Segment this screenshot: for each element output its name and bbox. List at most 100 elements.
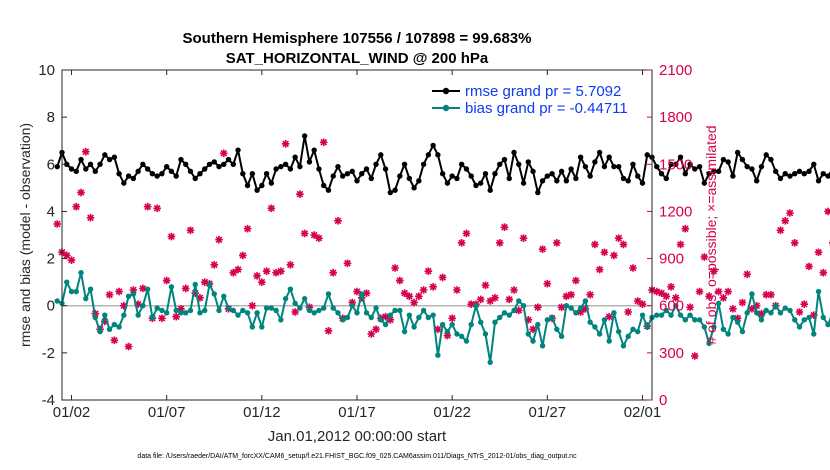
obs-count-marker <box>776 226 785 235</box>
bias-point <box>677 312 684 318</box>
bias-point <box>620 343 627 349</box>
obs-count-marker <box>719 294 728 302</box>
obs-count-marker <box>200 278 209 286</box>
bias-point <box>444 328 451 335</box>
bias-point <box>235 312 241 318</box>
obs-count-marker <box>62 251 71 260</box>
rmse-point <box>596 149 603 156</box>
rmse-point <box>382 166 389 172</box>
rmse-point <box>511 149 517 156</box>
obs-count-marker <box>657 289 666 297</box>
rmse-point <box>416 178 422 184</box>
bias-point <box>206 281 213 288</box>
bias-point <box>87 286 94 292</box>
rmse-point <box>825 173 830 179</box>
obs-count-marker <box>105 290 114 299</box>
rmse-point <box>720 156 727 163</box>
bias-point <box>382 321 389 328</box>
bias-point <box>644 324 650 330</box>
bias-point <box>159 307 165 314</box>
obs-count-marker <box>448 314 456 323</box>
obs-count-marker <box>805 262 813 271</box>
bias-point <box>558 333 565 340</box>
obs-count-marker <box>786 209 794 217</box>
rmse-point <box>820 171 826 177</box>
y2-axis-label: # of obs: o=possible; ×=assimilated <box>703 125 719 344</box>
obs-count-marker <box>67 256 76 264</box>
obs-count-marker <box>505 295 514 304</box>
obs-count-marker <box>462 229 471 238</box>
obs-count-marker <box>77 188 85 197</box>
bias-point <box>344 314 351 321</box>
bias-point <box>106 326 113 332</box>
bias-point <box>587 319 593 325</box>
obs-count-marker <box>120 301 128 310</box>
obs-count-marker <box>824 207 830 216</box>
rmse-point <box>811 161 817 167</box>
obs-count-marker <box>372 325 380 334</box>
bias-point <box>259 324 265 330</box>
bias-point <box>682 317 689 323</box>
y-tick-labels: -4 -2 0 2 4 6 8 10 <box>38 62 55 409</box>
bias-point <box>787 307 793 314</box>
obs-count-marker <box>181 284 190 293</box>
rmse-point <box>506 175 512 182</box>
rmse-point <box>458 161 465 167</box>
obs-count-marker <box>315 234 323 242</box>
x-tick-label: 01/07 <box>148 404 186 421</box>
obs-count-marker <box>81 147 90 156</box>
obs-count-marker <box>700 253 709 261</box>
rmse-point <box>320 182 327 189</box>
obs-count-marker <box>491 294 499 302</box>
y2-tick-labels: 0 300 600 900 1200 1500 1800 2100 <box>659 62 692 409</box>
y2-tick-label: 2100 <box>659 62 692 79</box>
bias-point <box>473 303 479 309</box>
bias-point <box>244 310 251 316</box>
obs-count-marker <box>186 226 195 235</box>
obs-count-marker <box>534 303 542 312</box>
rmse-point <box>715 168 722 175</box>
bias-point <box>520 303 527 309</box>
bias-point <box>406 312 413 318</box>
y2-tick-label: 1500 <box>659 156 692 173</box>
y2-tick-label: 1800 <box>659 109 692 126</box>
obs-count-marker <box>272 268 280 277</box>
rmse-point <box>244 182 251 189</box>
obs-count-marker <box>619 240 628 249</box>
rmse-point <box>149 171 156 177</box>
bias-point <box>592 324 598 330</box>
obs-count-marker <box>229 268 238 277</box>
obs-count-marker <box>86 213 95 222</box>
bias-point <box>121 312 127 318</box>
bias-point <box>154 305 160 311</box>
rmse-point <box>125 173 132 179</box>
x-tick-label: 01/22 <box>433 404 471 421</box>
rmse-point <box>806 168 812 175</box>
bias-point <box>354 310 360 316</box>
obs-count-marker <box>72 202 81 211</box>
obs-count-marker <box>415 292 423 301</box>
rmse-point <box>592 159 598 165</box>
rmse-point <box>292 154 298 160</box>
rmse-point <box>92 168 99 175</box>
bias-point <box>425 314 432 321</box>
bias-point <box>102 312 108 318</box>
rmse-point <box>406 175 413 182</box>
bias-point <box>378 317 384 323</box>
bias-point <box>368 314 374 321</box>
rmse-point <box>387 189 394 196</box>
obs-count-marker <box>215 235 223 244</box>
bias-point <box>573 310 579 316</box>
obs-count-marker <box>153 204 161 213</box>
bias-point <box>554 326 560 332</box>
bias-point <box>64 279 70 285</box>
y2-tick-label: 900 <box>659 251 684 268</box>
rmse-point <box>144 166 151 172</box>
rmse-point <box>192 175 198 182</box>
obs-count-marker <box>800 300 809 308</box>
rmse-point <box>773 168 779 175</box>
bias-point <box>530 338 536 344</box>
bias-point <box>768 310 774 316</box>
rmse-point <box>397 173 403 179</box>
